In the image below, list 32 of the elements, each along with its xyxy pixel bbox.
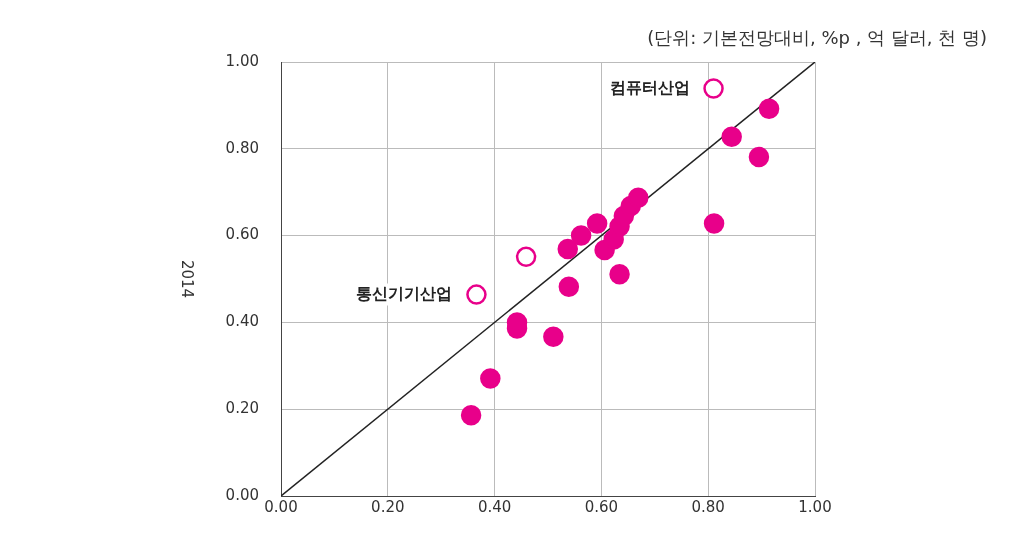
point: [703, 213, 725, 234]
x-tick-label: 1.00: [798, 497, 832, 516]
x-tick-label: 0.60: [584, 497, 619, 516]
x-tick-label: 0.20: [371, 497, 405, 516]
point: [609, 263, 630, 285]
x-tick-label: 0.80: [691, 497, 725, 516]
y-tick-label: 0.40: [225, 312, 259, 331]
point: [558, 276, 580, 298]
chart-subtitle: (단위: 기본전망대비, %p , 억 달러, 천 명): [647, 26, 987, 50]
point: [721, 126, 742, 147]
y-tick-label: 0.60: [225, 225, 259, 244]
point: [748, 146, 770, 168]
point: [557, 238, 579, 260]
point: [703, 78, 724, 99]
y-axis-title: 2014: [178, 259, 197, 299]
point: [586, 213, 608, 234]
x-tick-label: 0.00: [264, 497, 298, 516]
point: [480, 368, 501, 389]
point: [515, 246, 537, 268]
point: [460, 405, 482, 426]
point: [543, 326, 564, 347]
point: [570, 225, 592, 246]
point: [758, 98, 780, 120]
y-tick-label: 0.20: [225, 399, 259, 418]
annotation: 컴퓨터산업: [609, 77, 690, 97]
annotation: 통신기기산업: [356, 283, 453, 303]
x-tick-label: 0.40: [477, 497, 512, 516]
y-tick-label: 1.00: [225, 51, 259, 70]
point: [466, 284, 487, 305]
point: [628, 187, 649, 209]
y-tick-label: 0.00: [225, 485, 259, 504]
y-tick-label: 0.80: [225, 138, 259, 157]
